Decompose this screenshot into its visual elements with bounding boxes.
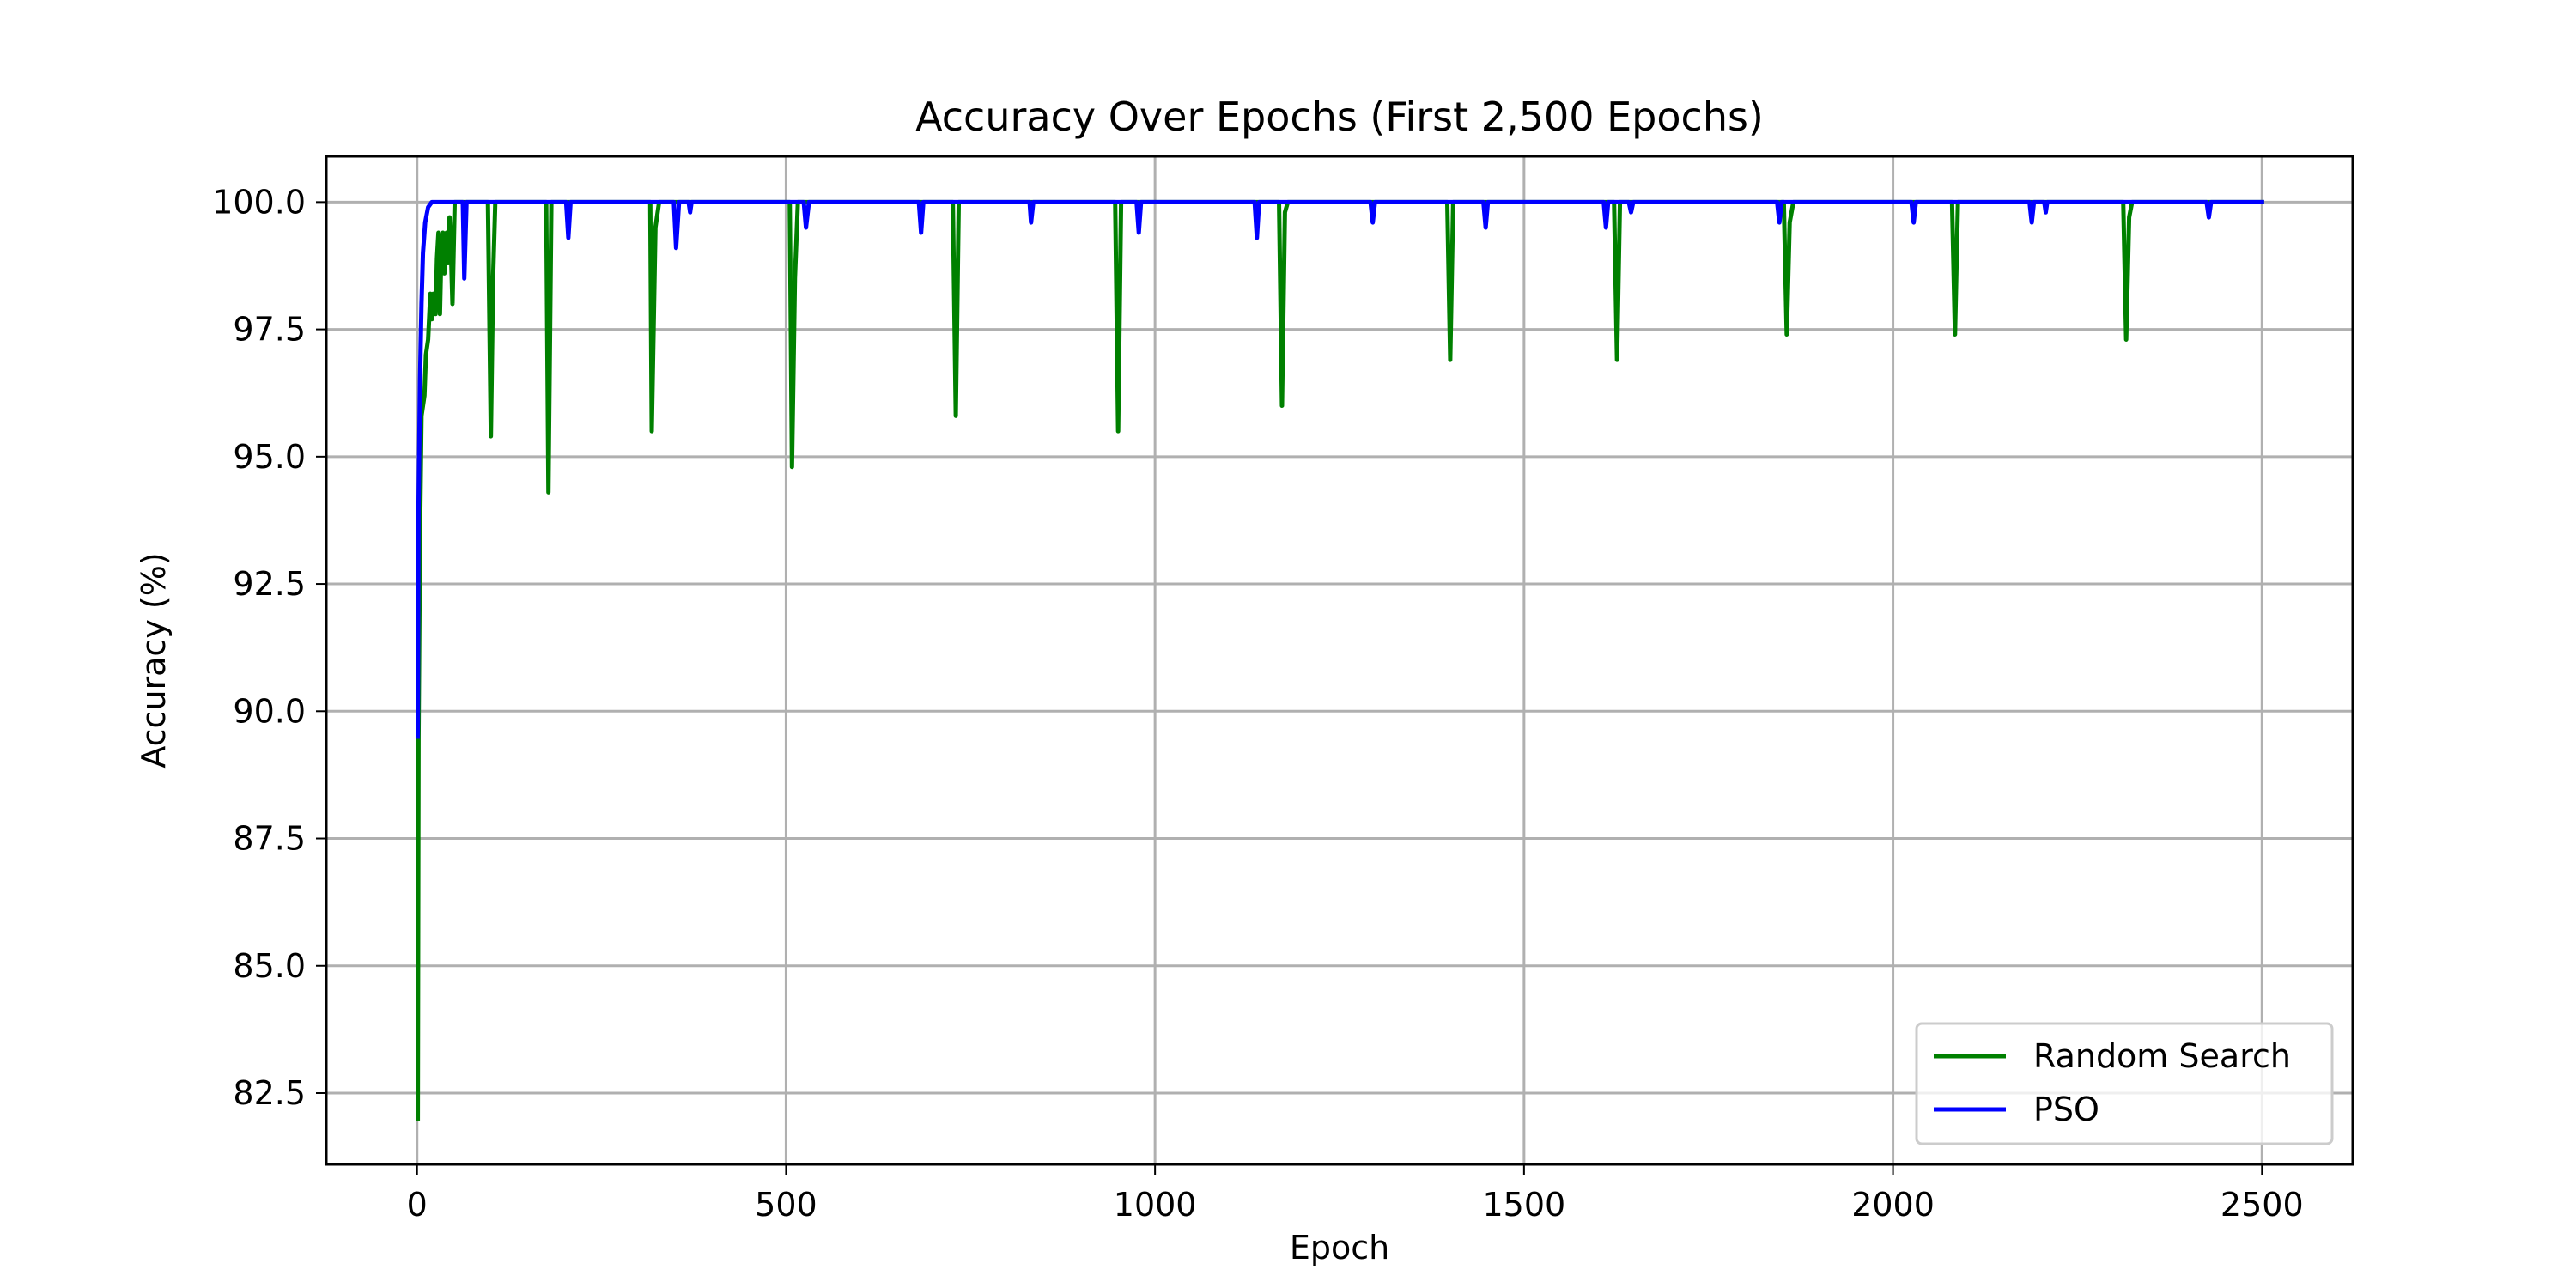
x-tick-label: 2000 bbox=[1851, 1186, 1935, 1224]
legend-label: PSO bbox=[2033, 1091, 2099, 1128]
y-axis-title: Accuracy (%) bbox=[135, 552, 173, 768]
plot-area-frame bbox=[325, 155, 2354, 1166]
y-tick-label: 90.0 bbox=[233, 692, 306, 730]
legend-label: Random Search bbox=[2033, 1037, 2291, 1075]
x-tick-label: 2500 bbox=[2221, 1186, 2304, 1224]
y-tick-label: 100.0 bbox=[212, 183, 306, 221]
series-layer bbox=[416, 199, 2264, 1121]
legend-box bbox=[1915, 1022, 2334, 1145]
grid-layer bbox=[326, 156, 2353, 1164]
y-tick-label: 87.5 bbox=[233, 820, 306, 858]
y-tick-label: 95.0 bbox=[233, 438, 306, 476]
x-tick-label: 1500 bbox=[1482, 1186, 1565, 1224]
x-tick-label: 1000 bbox=[1114, 1186, 1197, 1224]
series-line-pso bbox=[416, 199, 2264, 739]
chart-title: Accuracy Over Epochs (First 2,500 Epochs… bbox=[915, 94, 1764, 140]
y-tick-label: 97.5 bbox=[233, 311, 306, 349]
y-tick-label: 85.0 bbox=[233, 947, 306, 985]
x-axis-title: Epoch bbox=[1290, 1229, 1389, 1267]
x-tick-label: 0 bbox=[407, 1186, 428, 1224]
y-tick-label: 92.5 bbox=[233, 565, 306, 603]
series-line-random-search bbox=[416, 199, 2264, 1121]
legend: Random Search PSO bbox=[1915, 1022, 2334, 1145]
ticks-layer: 0 500 1000 1500 2000 2500 82.5 85.0 87.5 90.0 92.5… bbox=[212, 183, 2303, 1224]
y-tick-label: 82.5 bbox=[233, 1074, 306, 1112]
x-tick-label: 500 bbox=[755, 1186, 817, 1224]
